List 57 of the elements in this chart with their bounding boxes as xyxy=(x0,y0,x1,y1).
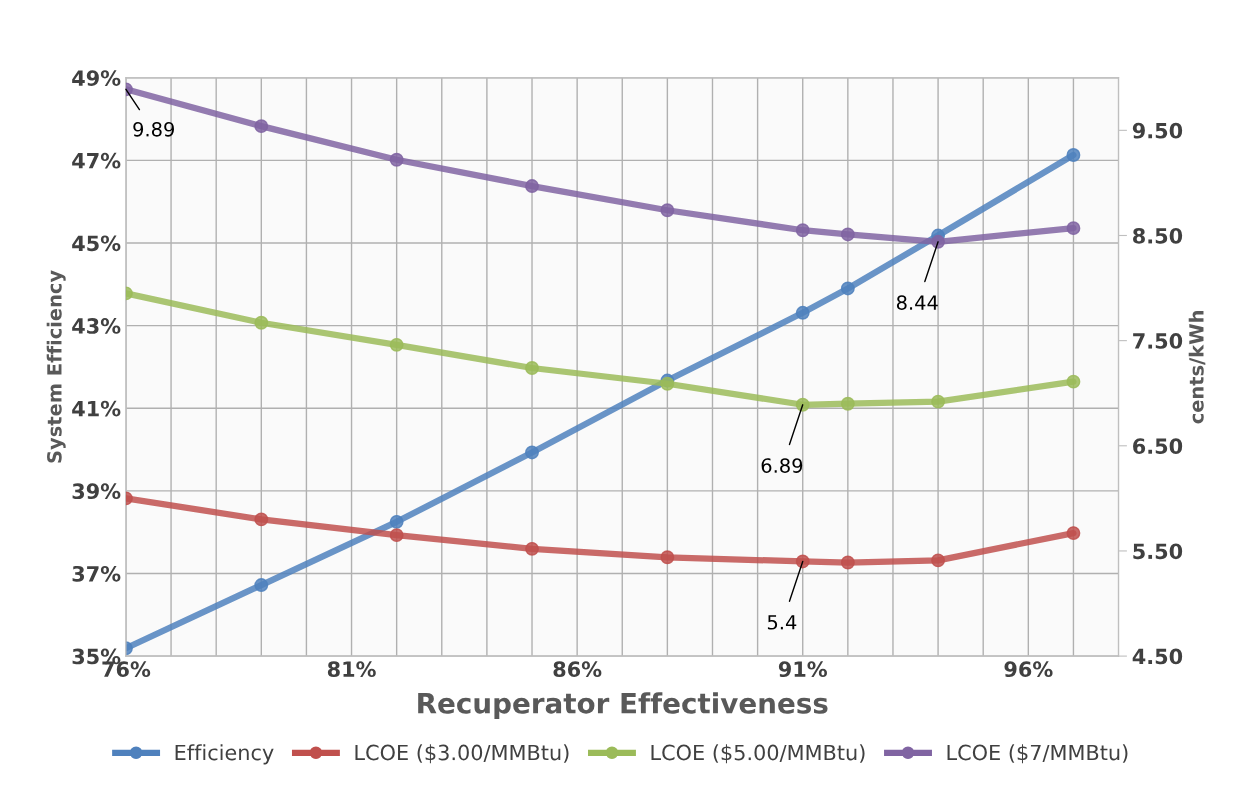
y-tick-label: 41% xyxy=(72,400,121,417)
legend-label: LCOE ($3.00/MMBtu) xyxy=(355,744,569,764)
point xyxy=(1066,526,1081,541)
y-tick-label: 45% xyxy=(72,235,121,252)
point xyxy=(525,179,539,194)
point xyxy=(1066,148,1081,162)
point xyxy=(254,512,269,527)
point xyxy=(254,315,269,330)
x-tick-label: 96% xyxy=(1004,661,1053,678)
y2-axis-title: cents/kWh xyxy=(1188,311,1206,424)
point xyxy=(254,578,269,592)
y2-tick-label: 4.50 xyxy=(1132,648,1183,665)
point xyxy=(931,394,946,409)
y-tick-label: 39% xyxy=(72,483,121,500)
point xyxy=(1066,374,1081,389)
point xyxy=(840,281,855,296)
point xyxy=(840,227,855,242)
y2-tick-label: 6.50 xyxy=(1133,438,1183,455)
point xyxy=(389,528,404,543)
point xyxy=(795,305,810,320)
point xyxy=(931,234,946,249)
data-label: 5.4 xyxy=(767,615,797,630)
y-tick-label: 49% xyxy=(72,70,121,86)
legend-label: LCOE ($5.00/MMBtu) xyxy=(651,744,865,764)
point xyxy=(389,514,404,529)
point xyxy=(795,554,810,569)
x-axis-title: Recuperator Effectiveness xyxy=(418,692,828,720)
legend-label: Efficiency xyxy=(175,744,274,765)
y2-tick-label: 8.50 xyxy=(1133,227,1183,244)
y2-tick-label: 5.50 xyxy=(1133,543,1183,560)
y-tick-label: 43% xyxy=(72,318,121,334)
point xyxy=(795,397,810,412)
data-label: 8.44 xyxy=(896,295,938,310)
point xyxy=(254,119,269,134)
data-label: 6.89 xyxy=(761,458,803,473)
point xyxy=(660,550,675,565)
point xyxy=(389,337,404,352)
y-tick-label: 47% xyxy=(72,152,121,169)
point xyxy=(525,541,539,556)
point xyxy=(840,555,855,570)
x-tick-label: 91% xyxy=(778,661,827,678)
point xyxy=(389,152,404,167)
point xyxy=(931,553,946,568)
y-axis-title: System Efficiency xyxy=(46,270,66,463)
y2-tick-label: 7.50 xyxy=(1133,333,1183,349)
point xyxy=(525,445,539,460)
x-tick-label: 81% xyxy=(327,661,376,678)
point xyxy=(525,361,539,375)
point xyxy=(660,203,675,218)
data-label: 9.89 xyxy=(133,121,175,137)
y2-tick-label: 9.50 xyxy=(1132,122,1183,139)
y-tick-label: 37% xyxy=(72,565,121,582)
x-tick-label: 86% xyxy=(553,661,602,678)
legend-label: LCOE ($7/MMBtu) xyxy=(947,744,1128,764)
point xyxy=(795,223,810,238)
point xyxy=(840,396,855,411)
point xyxy=(1066,221,1081,236)
